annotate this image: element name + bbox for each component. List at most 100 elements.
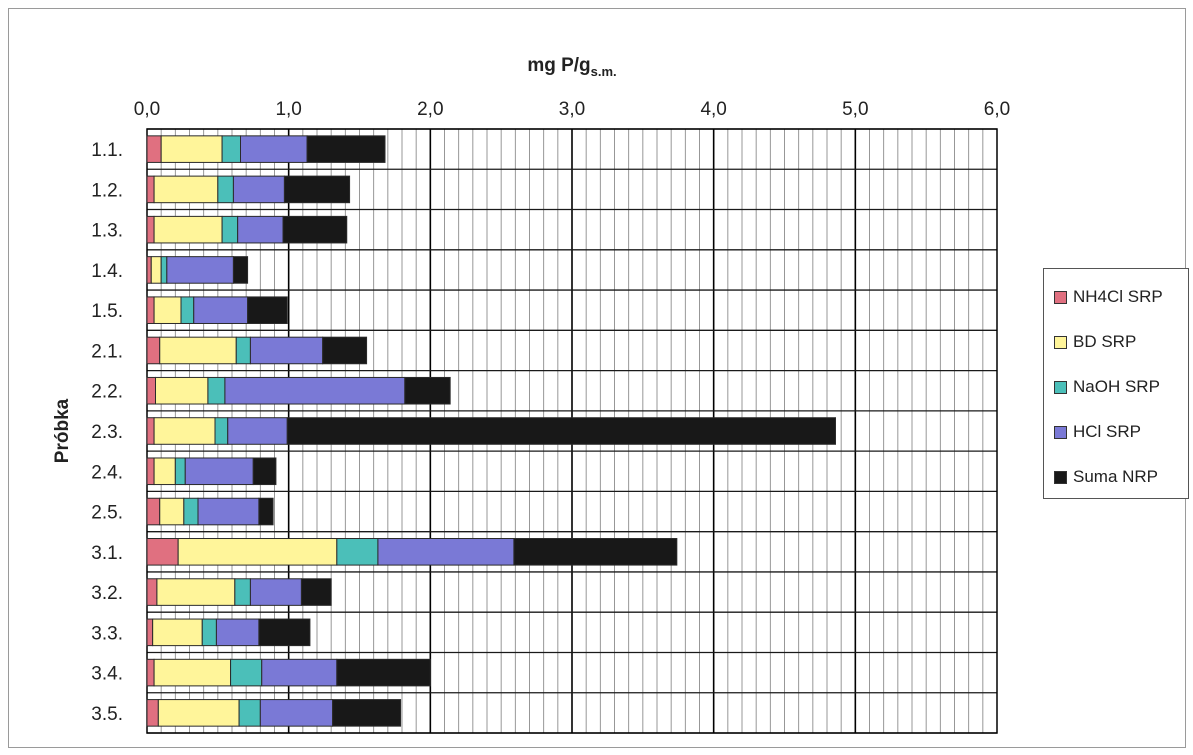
bar-segment — [146, 578, 158, 606]
legend-item: NaOH SRP — [1054, 375, 1160, 399]
bar-segment — [332, 699, 402, 727]
bar-segment — [234, 578, 251, 606]
legend-swatch — [1054, 380, 1067, 394]
y-tick-label: 3.3. — [91, 623, 123, 644]
bar-segment — [237, 215, 284, 244]
bar-segment — [155, 376, 209, 405]
x-tick-label: 4,0 — [700, 99, 726, 120]
legend-label: BD SRP — [1073, 332, 1137, 351]
bar-segment — [235, 336, 251, 365]
bar-segment — [184, 457, 254, 486]
bar-segment — [404, 376, 451, 405]
legend-label: HCl SRP — [1073, 422, 1142, 441]
bar-segment — [377, 538, 515, 566]
y-tick-label: 2.5. — [91, 503, 123, 524]
bar-segment — [286, 417, 836, 445]
bar-segment — [146, 215, 155, 244]
bar-segment — [159, 497, 185, 526]
bar-segment — [207, 376, 226, 405]
bar-segment — [240, 135, 308, 163]
y-tick-label: 1.1. — [91, 140, 123, 161]
bar-segment — [152, 618, 203, 647]
x-tick-label: 2,0 — [417, 99, 443, 120]
bar-segment — [336, 658, 431, 687]
bar-segment — [153, 417, 216, 445]
bar-segment — [232, 256, 249, 284]
bar-segment — [306, 135, 386, 163]
x-tick-label: 6,0 — [984, 99, 1010, 120]
y-tick-label: 1.5. — [91, 301, 123, 322]
y-tick-label: 3.5. — [91, 704, 123, 725]
bar-segment — [214, 417, 229, 445]
legend-label: NH4Cl SRP — [1073, 287, 1163, 306]
legend-swatch — [1054, 425, 1067, 439]
y-axis-title: Próbka — [52, 398, 73, 463]
legend: NH4Cl SRP BD SRP NaOH SRP HCl SRP Suma NRP — [1043, 268, 1189, 499]
bar-segment — [201, 618, 217, 647]
bar-segment — [247, 296, 288, 324]
bar-segment — [146, 497, 161, 526]
legend-item: HCl SRP — [1054, 420, 1141, 444]
bar-segment — [197, 497, 260, 526]
y-tick-label: 1.2. — [91, 180, 123, 201]
bar-segment — [261, 658, 338, 687]
legend-label: Suma NRP — [1073, 467, 1159, 486]
y-tick-label: 2.3. — [91, 422, 123, 443]
bar-segment — [238, 699, 261, 727]
bar-segment — [153, 215, 223, 244]
bar-segment — [252, 457, 277, 486]
bar-segment — [259, 699, 334, 727]
bar-segment — [146, 417, 155, 445]
x-axis-title-main: mg P/g — [527, 55, 590, 76]
bar-segment — [249, 336, 324, 365]
x-axis-title: mg P/gs.m. — [527, 55, 616, 79]
bar-segment — [282, 215, 348, 244]
y-tick-label: 2.4. — [91, 462, 123, 483]
y-tick-label: 2.2. — [91, 382, 123, 403]
bar-segment — [177, 538, 338, 566]
bar-segment — [146, 538, 179, 566]
bar-segment — [224, 376, 406, 405]
y-tick-label: 2.1. — [91, 341, 123, 362]
bar-segment — [174, 457, 186, 486]
bar-segment — [193, 296, 249, 324]
bar-segment — [159, 336, 237, 365]
y-tick-label: 3.1. — [91, 543, 123, 564]
bar-segment — [221, 135, 241, 163]
bar-segment — [180, 296, 195, 324]
y-tick-label: 1.4. — [91, 261, 123, 282]
bar-segment — [336, 538, 379, 566]
bar-segment — [153, 175, 219, 204]
bar-segment — [153, 296, 182, 324]
bar-segment — [166, 256, 234, 284]
bar-segment — [156, 578, 236, 606]
legend-item: NH4Cl SRP — [1054, 285, 1163, 309]
bar-segment — [300, 578, 332, 606]
x-tick-label: 0,0 — [134, 99, 160, 120]
bar-segment — [146, 457, 155, 486]
bar-segment — [146, 658, 155, 687]
bar-segment — [217, 175, 234, 204]
bar-segment — [258, 618, 311, 647]
legend-swatch — [1054, 335, 1067, 349]
bar-segment — [146, 699, 159, 727]
bar-segment — [157, 699, 240, 727]
bar-segment — [146, 296, 155, 324]
legend-item: Suma NRP — [1054, 465, 1158, 489]
bar-segment — [322, 336, 368, 365]
legend-swatch — [1054, 290, 1067, 304]
y-tick-label: 3.4. — [91, 664, 123, 685]
tick-labels: 0,0 1,0 2,0 3,0 4,0 5,0 6,0 1.1. 1.2. 1.3. 1.4. 1.5… — [91, 99, 1010, 725]
bar-segment — [183, 497, 199, 526]
bar-segment — [146, 256, 152, 284]
bar-segment — [153, 658, 232, 687]
bars — [146, 135, 836, 727]
bar-segment — [150, 256, 162, 284]
bar-segment — [249, 578, 302, 606]
bar-segment — [146, 135, 162, 163]
bar-segment — [146, 618, 154, 647]
bar-segment — [258, 497, 274, 526]
y-tick-label: 1.3. — [91, 221, 123, 242]
bar-segment — [146, 376, 156, 405]
